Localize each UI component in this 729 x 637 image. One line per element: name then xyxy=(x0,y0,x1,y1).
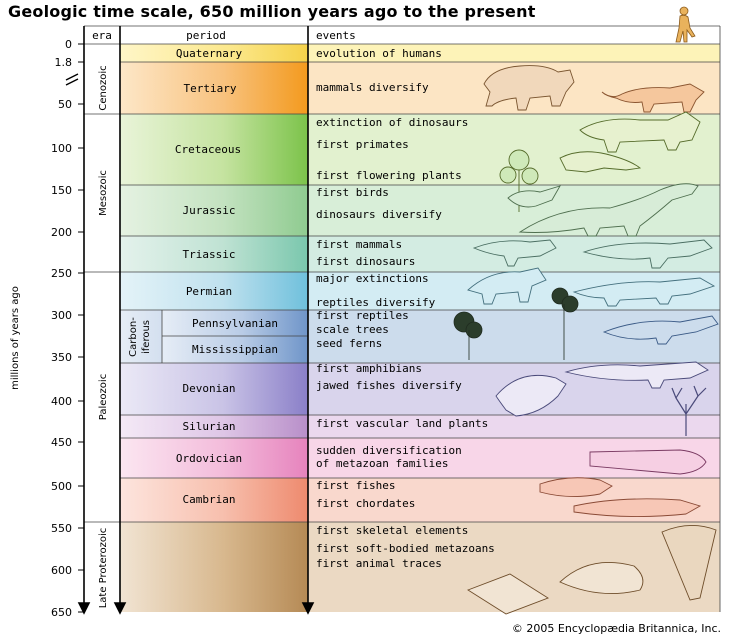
y-tick-label: 150 xyxy=(51,184,72,197)
event-text: first animal traces xyxy=(316,557,442,570)
period-permian: Permian xyxy=(186,285,232,298)
event-labels: evolution of humans mammals diversify ex… xyxy=(316,47,495,570)
event-text: sudden diversification xyxy=(316,444,462,457)
synapsid-reptile-icon xyxy=(467,267,547,305)
period-cambrian: Cambrian xyxy=(183,493,236,506)
period-pennsylvanian: Pennsylvanian xyxy=(192,317,278,330)
y-axis-label: millions of years ago xyxy=(10,286,21,390)
y-tick-label: 650 xyxy=(51,606,72,619)
y-tick-label: 50 xyxy=(58,98,72,111)
header-period: period xyxy=(186,29,226,42)
event-text: first reptiles xyxy=(316,309,409,322)
event-text: dinosaurs diversify xyxy=(316,208,442,221)
event-text: mammals diversify xyxy=(316,81,429,94)
cambrian-fish-icon xyxy=(539,477,702,518)
dinosaur-triceratops-icon xyxy=(579,111,701,153)
y-tick-label: 200 xyxy=(51,226,72,239)
y-tick-label: 600 xyxy=(51,564,72,577)
event-text: first fishes xyxy=(316,479,395,492)
nautiloid-icon xyxy=(589,449,707,475)
event-text: first amphibians xyxy=(316,362,422,375)
event-text: first flowering plants xyxy=(316,169,462,182)
y-tick-label: 500 xyxy=(51,480,72,493)
header-events: events xyxy=(316,29,356,42)
y-tick-label: 250 xyxy=(51,267,72,280)
trace-fossil-icon xyxy=(466,573,550,615)
grid-lines xyxy=(84,25,721,612)
y-tick-label: 450 xyxy=(51,436,72,449)
skeletal-shell-icon xyxy=(661,525,717,601)
event-text: scale trees xyxy=(316,323,389,336)
carboniferous-label: Carbon- iferous xyxy=(128,317,152,357)
y-tick-label: 0 xyxy=(65,38,72,51)
era-label-cenozoic: Cenozoic xyxy=(98,65,109,110)
mammal-small-icon xyxy=(472,239,557,267)
event-text: first soft-bodied metazoans xyxy=(316,542,495,555)
y-tick-label: 100 xyxy=(51,142,72,155)
amphibian-icon xyxy=(564,361,709,389)
period-tertiary: Tertiary xyxy=(184,82,237,95)
era-label-mesozoic: Mesozoic xyxy=(98,170,109,216)
diagram-title: Geologic time scale, 650 million years a… xyxy=(8,2,536,21)
scale-tree-icon xyxy=(453,287,579,360)
period-silurian: Silurian xyxy=(183,420,236,433)
sauropod-dinosaur-icon xyxy=(518,183,699,237)
event-text: first dinosaurs xyxy=(316,255,415,268)
flowering-plant-icon xyxy=(499,149,539,212)
period-triassic: Triassic xyxy=(183,248,236,261)
column-arrows xyxy=(77,26,315,615)
dinosaur-early-icon xyxy=(582,239,713,269)
event-text: jawed fishes diversify xyxy=(316,379,462,392)
y-tick-label: 350 xyxy=(51,351,72,364)
primate-icon xyxy=(559,151,642,173)
bird-icon xyxy=(507,185,561,208)
header-era: era xyxy=(92,29,112,42)
period-bands xyxy=(120,44,308,612)
reptile-icon xyxy=(572,277,716,307)
event-text: first chordates xyxy=(316,497,415,510)
y-axis-ticks: 0 1.8 50 100 150 200 250 300 350 400 450 500 550 600 6… xyxy=(51,38,84,619)
vascular-plant-icon xyxy=(671,385,707,436)
period-ordovician: Ordovician xyxy=(176,452,242,465)
era-label-late-proterozoic: Late Proterozoic xyxy=(98,528,109,609)
period-jurassic: Jurassic xyxy=(183,204,236,217)
event-text: of metazoan families xyxy=(316,457,448,470)
period-mississippian: Mississippian xyxy=(192,343,278,356)
soft-bodied-fossil-icon xyxy=(559,561,644,594)
jawed-fish-icon xyxy=(495,374,567,417)
period-devonian: Devonian xyxy=(183,382,236,395)
human-walking-icon xyxy=(675,6,696,43)
era-label-paleozoic: Paleozoic xyxy=(98,374,109,420)
event-text: reptiles diversify xyxy=(316,296,436,309)
event-text: major extinctions xyxy=(316,272,429,285)
period-cretaceous: Cretaceous xyxy=(175,143,241,156)
header-row: era period events xyxy=(84,26,720,44)
event-text: seed ferns xyxy=(316,337,382,350)
event-text: first primates xyxy=(316,138,409,151)
y-tick-label: 300 xyxy=(51,309,72,322)
era-labels: Cenozoic Mesozoic Paleozoic Late Protero… xyxy=(98,65,109,608)
event-text: first vascular land plants xyxy=(316,417,488,430)
period-labels: Quaternary Tertiary Cretaceous Jurassic … xyxy=(175,47,278,506)
period-quaternary: Quaternary xyxy=(176,47,243,60)
y-tick-label: 1.8 xyxy=(55,56,73,69)
event-text: first birds xyxy=(316,186,389,199)
event-text: first skeletal elements xyxy=(316,524,468,537)
event-text: extinction of dinosaurs xyxy=(316,116,468,129)
event-text: evolution of humans xyxy=(316,47,442,60)
mammal-cat-icon xyxy=(601,83,705,113)
early-reptile-icon xyxy=(602,315,719,345)
copyright: © 2005 Encyclopædia Britannica, Inc. xyxy=(511,622,721,635)
axis-break-icon xyxy=(65,73,79,86)
event-text: first mammals xyxy=(316,238,402,251)
y-tick-label: 400 xyxy=(51,395,72,408)
svg-text:Carbon-: Carbon- xyxy=(128,317,139,357)
y-tick-label: 550 xyxy=(51,522,72,535)
mammal-rhino-icon xyxy=(483,65,575,111)
svg-text:iferous: iferous xyxy=(141,320,152,354)
